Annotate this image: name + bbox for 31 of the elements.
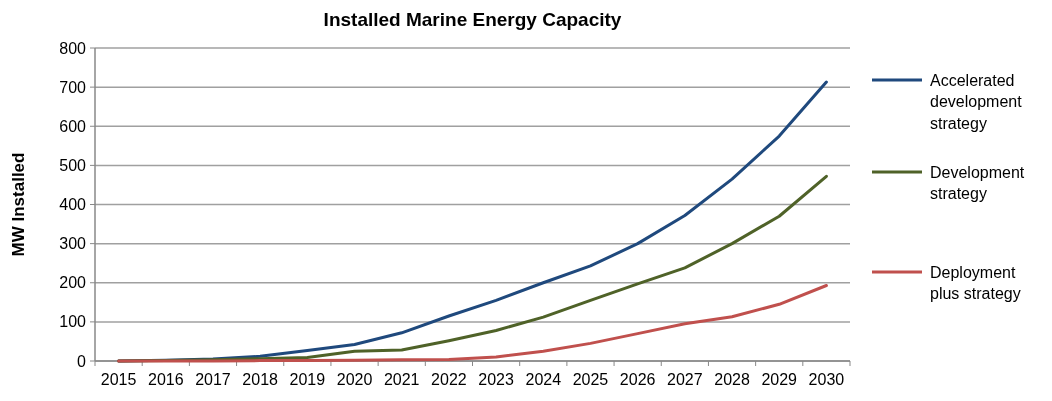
y-tick-label: 700 xyxy=(59,78,87,96)
x-tick-label: 2020 xyxy=(336,371,373,388)
y-tick-label: 0 xyxy=(77,352,87,370)
x-tick-label: 2016 xyxy=(147,371,184,388)
x-tick-label: 2026 xyxy=(619,371,656,388)
x-tick-label: 2030 xyxy=(808,371,845,388)
y-tick-label: 300 xyxy=(59,235,87,253)
line-series xyxy=(117,283,828,363)
x-tick-label: 2027 xyxy=(667,371,703,388)
x-tick-label: 2021 xyxy=(383,371,420,388)
y-tick-label: 500 xyxy=(59,156,87,174)
x-tick-label: 2023 xyxy=(478,371,514,388)
y-tick-label: 400 xyxy=(59,196,87,214)
y-tick-label: 100 xyxy=(59,313,87,331)
legend-label: Deployment plus strategy xyxy=(930,263,1021,303)
y-tick-label: 600 xyxy=(59,117,87,135)
x-tick-label: 2022 xyxy=(431,371,467,388)
x-tick-label: 2017 xyxy=(195,371,231,388)
legend-label: Development strategy xyxy=(930,163,1025,203)
x-tick-label: 2029 xyxy=(761,371,798,388)
chart-title: Installed Marine Energy Capacity xyxy=(323,9,622,30)
x-tick-label: 2028 xyxy=(714,371,750,388)
x-tick-label: 2024 xyxy=(525,371,562,388)
y-tick-label: 800 xyxy=(59,39,87,57)
x-tick-label: 2015 xyxy=(100,371,137,388)
x-tick-label: 2018 xyxy=(242,371,279,388)
legend-label: Accelerated development strategy xyxy=(930,71,1023,132)
x-tick-label: 2025 xyxy=(572,371,609,388)
x-tick-label: 2019 xyxy=(289,371,326,388)
y-axis-title: MW Installed xyxy=(9,152,28,257)
y-tick-label: 200 xyxy=(59,274,87,292)
